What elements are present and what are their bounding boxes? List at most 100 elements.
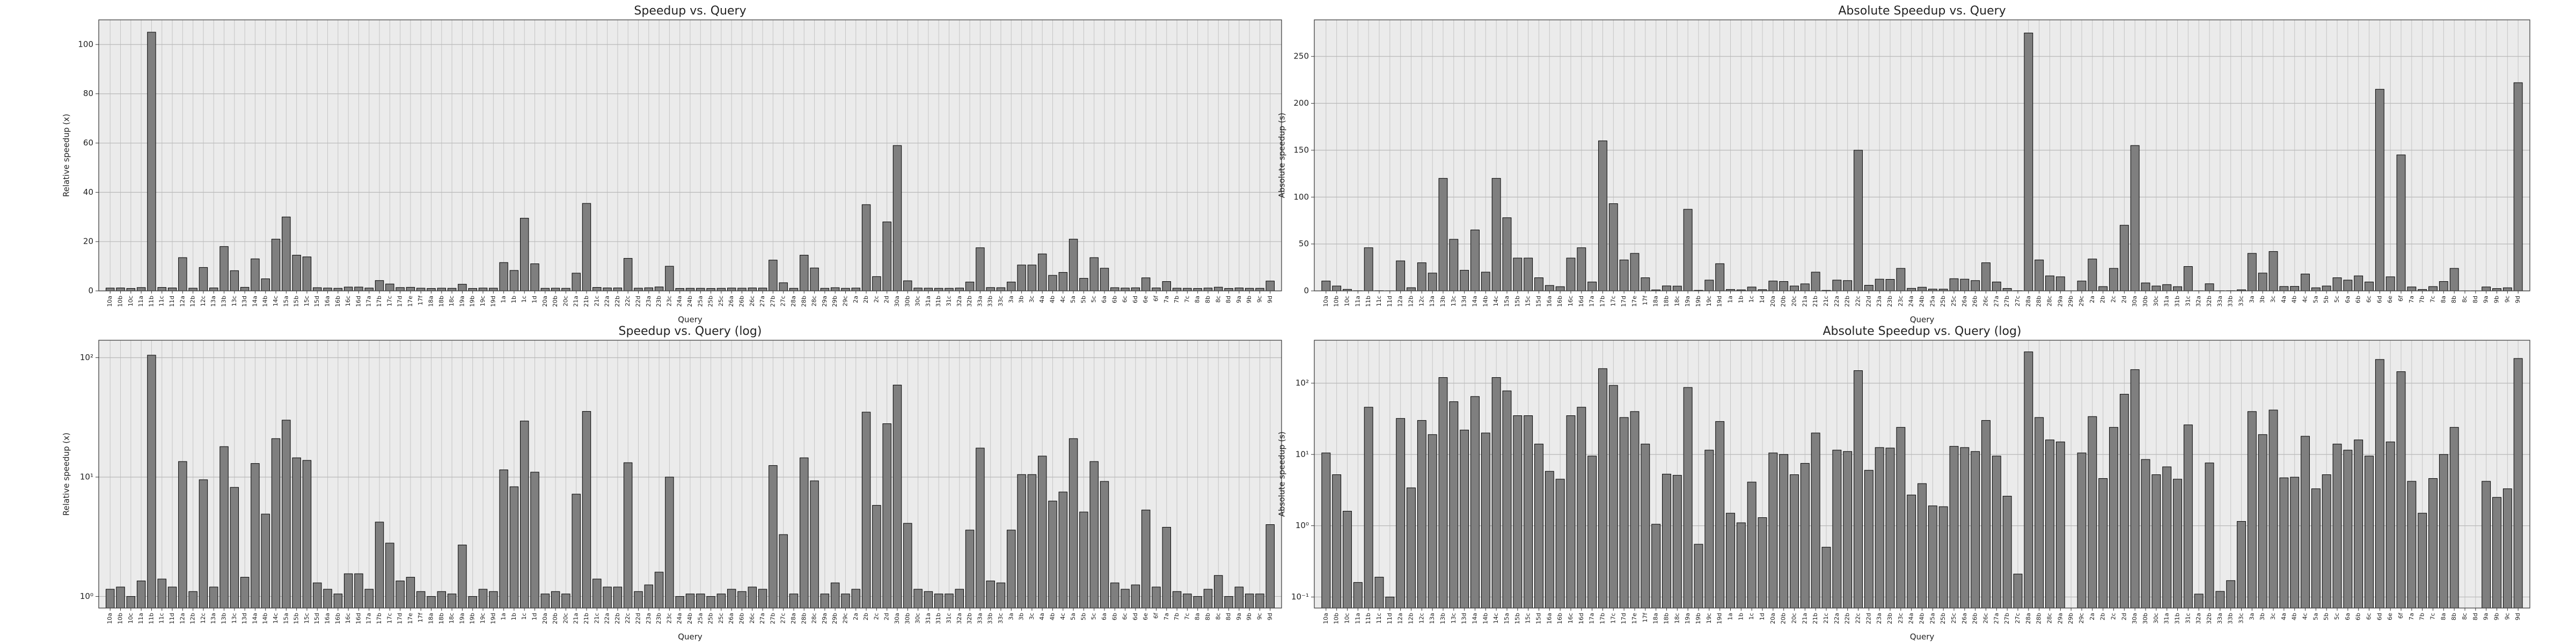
bar xyxy=(1048,275,1057,291)
bar xyxy=(1800,463,1810,608)
x-tick-label: 11b xyxy=(1365,296,1372,307)
bar xyxy=(986,287,995,291)
x-tick-label: 3a xyxy=(1007,296,1014,303)
x-tick-label: 17f xyxy=(417,295,424,305)
bar xyxy=(1245,288,1254,291)
x-tick-label: 31b xyxy=(935,613,942,624)
bar xyxy=(427,596,436,608)
x-tick-label: 9d xyxy=(1267,296,1274,303)
bar xyxy=(2237,521,2246,608)
bar xyxy=(2439,454,2448,608)
x-tick-label: 4b xyxy=(2291,613,2298,620)
y-tick-label: 100 xyxy=(78,39,93,49)
x-tick-label: 13a xyxy=(210,613,217,624)
x-tick-label: 30c xyxy=(914,296,921,306)
bar xyxy=(913,288,923,291)
bar xyxy=(1683,387,1693,608)
x-tick-label: 31b xyxy=(2174,613,2181,624)
bar xyxy=(934,288,943,291)
x-tick-label: 33b xyxy=(987,296,994,307)
x-tick-label: 17a xyxy=(365,296,372,307)
bar xyxy=(1079,511,1088,608)
x-tick-label: 19d xyxy=(1716,613,1723,624)
bar xyxy=(282,420,291,608)
x-tick-label: 6e xyxy=(2387,613,2394,620)
x-tick-label: 2c xyxy=(2110,296,2117,303)
bar xyxy=(147,32,156,291)
x-tick-label: 7a xyxy=(1163,296,1170,303)
x-tick-label: 31b xyxy=(935,296,942,307)
x-tick-label: 11c xyxy=(158,296,165,306)
x-tick-label: 26a xyxy=(728,613,735,624)
bar xyxy=(2513,82,2523,291)
x-tick-label: 33c xyxy=(997,296,1004,306)
bar xyxy=(1843,280,1853,291)
bar xyxy=(1224,288,1233,291)
bar xyxy=(188,591,197,608)
x-tick-label: 2d xyxy=(2120,613,2127,620)
x-tick-label: 15c xyxy=(303,296,310,306)
bar xyxy=(1121,589,1130,608)
bar xyxy=(1566,258,1576,291)
bar xyxy=(1203,589,1213,608)
x-tick-label: 29a xyxy=(2057,613,2063,624)
x-tick-label: 6c xyxy=(1122,296,1129,303)
y-tick-label: 50 xyxy=(1299,239,1309,248)
bar xyxy=(509,270,519,291)
x-tick-label: 17e xyxy=(1631,296,1638,307)
bar xyxy=(1481,433,1490,608)
bar xyxy=(955,589,964,608)
bar xyxy=(2024,352,2033,608)
x-tick-label: 23a xyxy=(1876,613,1883,624)
x-tick-label: 5b xyxy=(1080,296,1087,303)
x-tick-label: 5a xyxy=(1070,296,1077,303)
x-tick-label: 4c xyxy=(1059,296,1066,303)
bar xyxy=(2013,574,2023,608)
x-tick-label: 7a xyxy=(2408,296,2415,303)
x-tick-label: 4a xyxy=(1038,296,1045,303)
bar xyxy=(354,573,363,608)
x-tick-label: 11c xyxy=(1375,613,1382,624)
bar xyxy=(2418,513,2427,608)
x-tick-label: 20c xyxy=(562,613,569,624)
x-tick-label: 2c xyxy=(2110,613,2117,620)
bar xyxy=(1683,209,1693,291)
bar xyxy=(1630,253,1640,291)
bar xyxy=(996,582,1006,608)
x-tick-label: 25c xyxy=(718,296,724,306)
x-tick-label: 12b xyxy=(189,296,196,307)
x-tick-label: 29a xyxy=(821,613,828,624)
bar xyxy=(1790,286,1799,291)
x-tick-label: 1d xyxy=(531,296,538,303)
x-tick-label: 25a xyxy=(1929,613,1936,624)
bar xyxy=(1992,456,2001,608)
x-tick-label: 15d xyxy=(1535,296,1542,307)
bar xyxy=(2119,225,2129,291)
x-tick-label: 9a xyxy=(2483,613,2490,620)
bar xyxy=(478,288,488,291)
bar xyxy=(519,420,529,608)
subplot: Absolute Speedup vs. Query 10a 10b 10c 11a 11… xyxy=(1277,4,2530,325)
bar xyxy=(769,260,778,291)
bar xyxy=(1172,591,1182,608)
x-tick-label: 3a xyxy=(1007,613,1014,620)
x-tick-label: 25a xyxy=(697,296,704,307)
bar xyxy=(2502,287,2512,291)
bar xyxy=(654,287,664,291)
x-tick-label: 2c xyxy=(873,296,880,303)
x-tick-label: 30c xyxy=(2153,613,2160,624)
bar xyxy=(561,594,570,608)
bar xyxy=(530,264,539,291)
x-tick-label: 15a xyxy=(282,613,289,624)
plot-frame xyxy=(98,19,1282,291)
bar xyxy=(1449,239,1459,291)
bar xyxy=(178,257,187,291)
x-tick-label: 9c xyxy=(2504,613,2511,620)
x-tick-label: 11b xyxy=(148,613,155,624)
bar xyxy=(1534,443,1543,608)
bar xyxy=(582,203,591,291)
chart-title: Speedup vs. Query (log) xyxy=(619,325,762,338)
x-tick-label: 6d xyxy=(2376,296,2383,303)
bar xyxy=(1779,454,1789,608)
